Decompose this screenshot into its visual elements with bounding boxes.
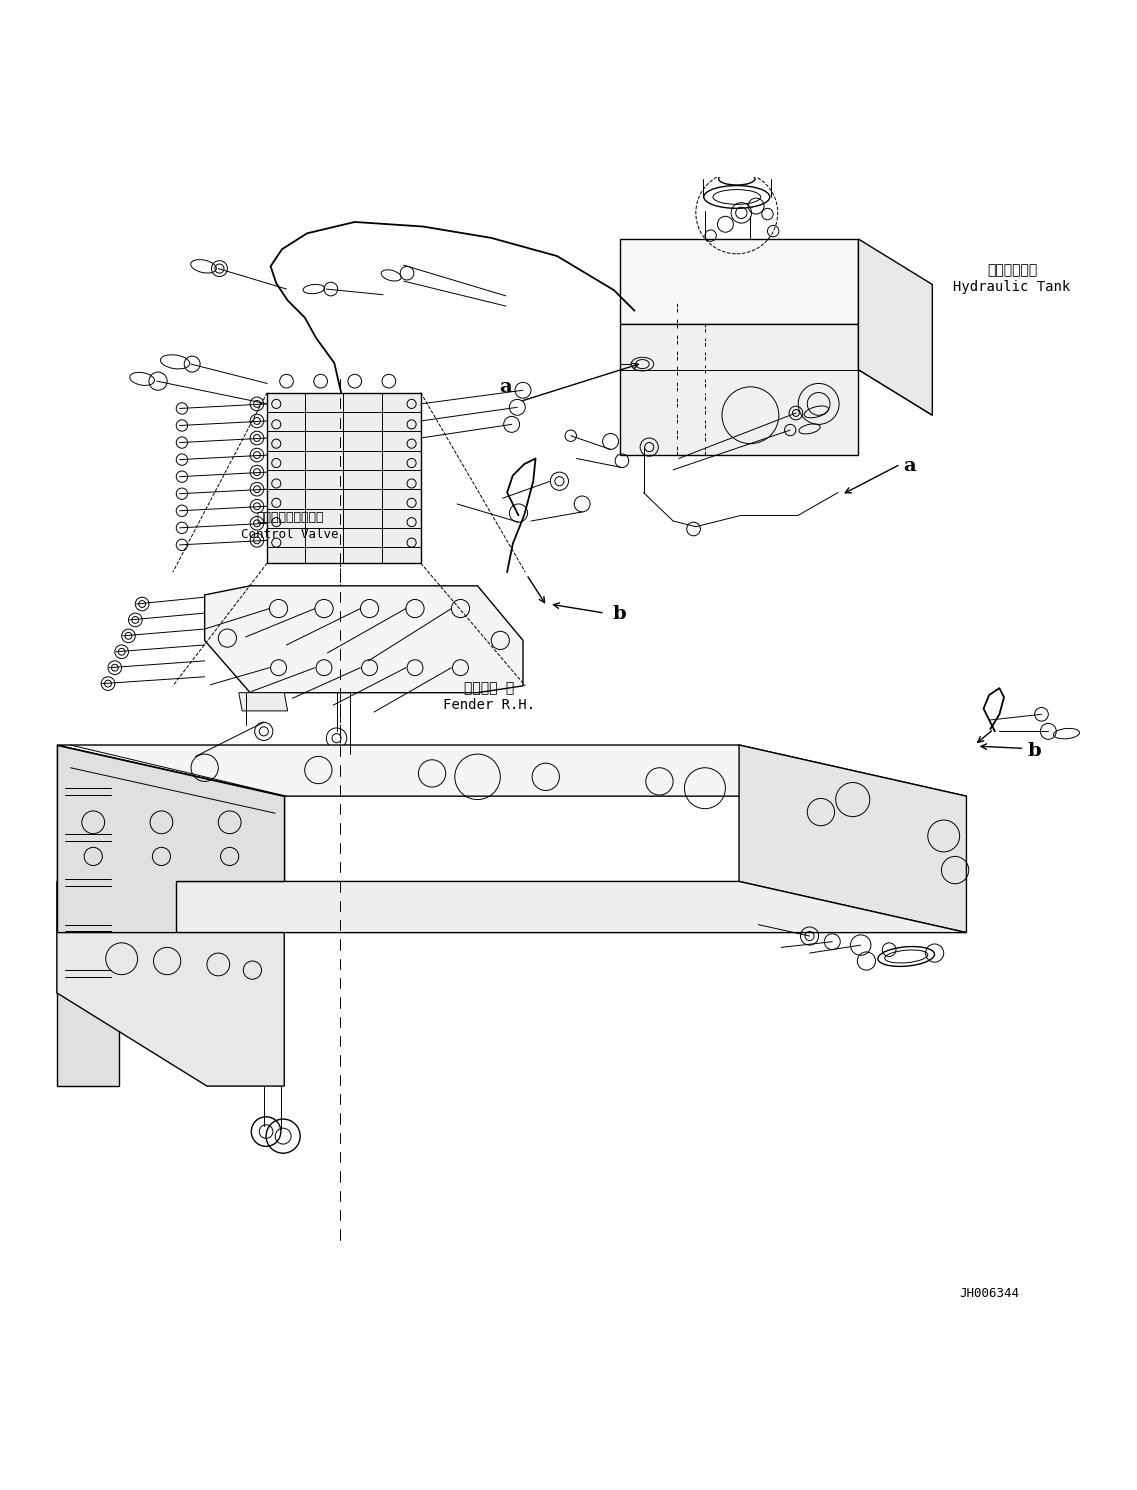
Polygon shape xyxy=(620,325,858,454)
Text: a: a xyxy=(499,378,513,396)
Text: 作動油タンク: 作動油タンク xyxy=(987,262,1037,277)
Text: JH006344: JH006344 xyxy=(960,1286,1019,1299)
Polygon shape xyxy=(57,745,284,882)
Polygon shape xyxy=(239,693,288,711)
Text: コントロールバルブ: コントロールバルブ xyxy=(256,511,324,524)
Text: Hydraulic Tank: Hydraulic Tank xyxy=(953,280,1071,294)
Polygon shape xyxy=(620,238,858,325)
Text: a: a xyxy=(903,457,916,475)
Text: b: b xyxy=(1028,742,1041,760)
Polygon shape xyxy=(57,745,284,1086)
Text: Fender R.H.: Fender R.H. xyxy=(442,699,536,712)
Polygon shape xyxy=(57,882,966,933)
Text: b: b xyxy=(613,605,626,623)
Text: フェンダ 右: フェンダ 右 xyxy=(464,681,514,696)
Polygon shape xyxy=(57,933,284,1086)
Text: Control Valve: Control Valve xyxy=(241,527,339,541)
Polygon shape xyxy=(858,238,932,416)
Polygon shape xyxy=(267,392,421,563)
Polygon shape xyxy=(205,586,523,693)
Polygon shape xyxy=(57,745,966,796)
Polygon shape xyxy=(739,745,966,933)
